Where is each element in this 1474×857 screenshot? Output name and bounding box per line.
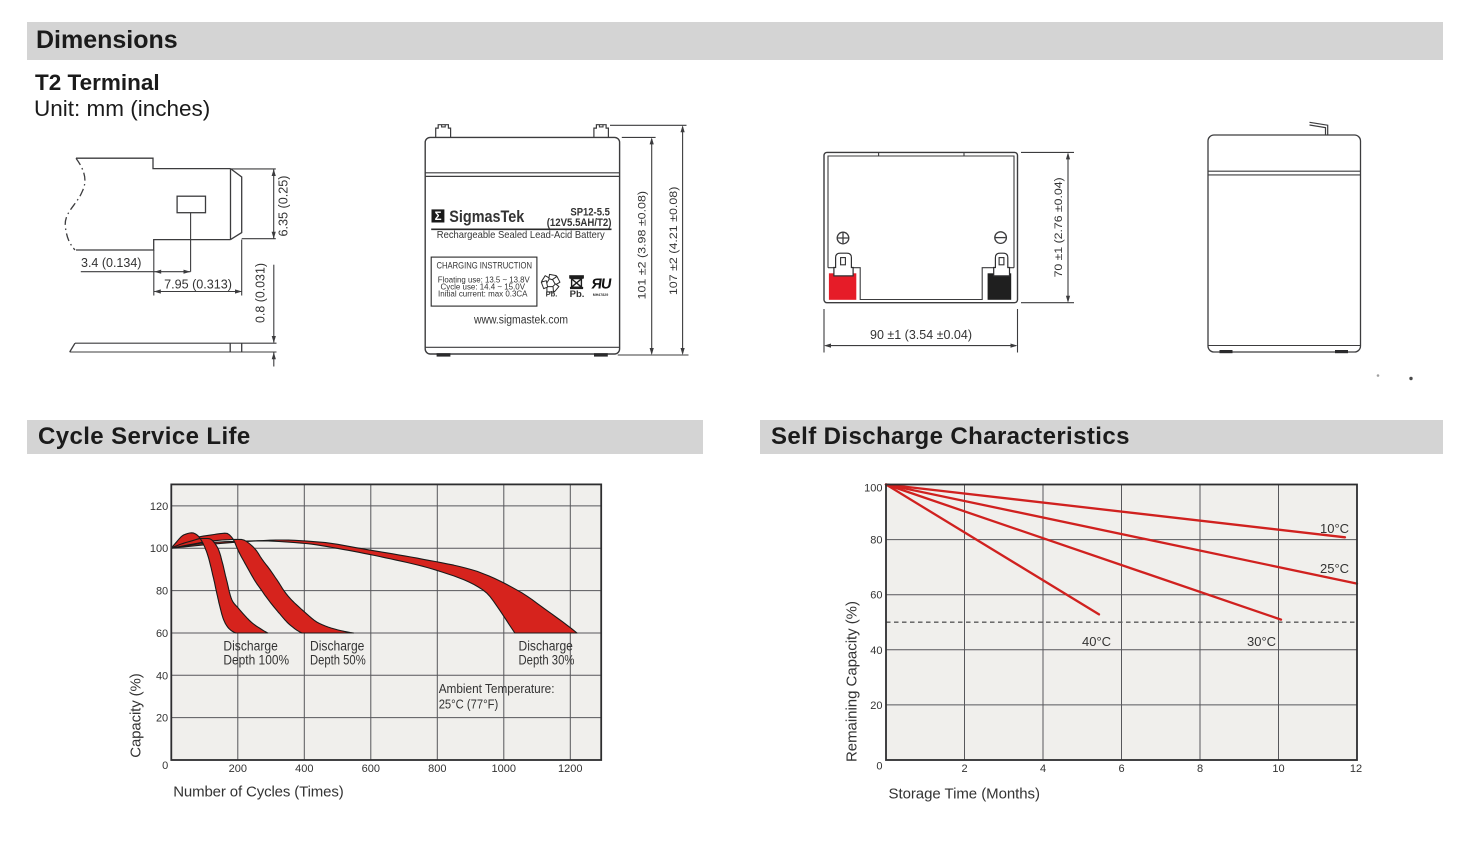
svg-text:Depth 50%: Depth 50% — [310, 653, 366, 668]
svg-text:70 ±1 (2.76 ±0.04): 70 ±1 (2.76 ±0.04) — [1053, 177, 1065, 277]
svg-text:800: 800 — [428, 763, 446, 775]
svg-text:Initial current: max 0.3CA: Initial current: max 0.3CA — [438, 289, 528, 299]
svg-text:200: 200 — [229, 763, 247, 775]
svg-text:101 ±2 (3.98 ±0.08): 101 ±2 (3.98 ±0.08) — [637, 191, 649, 300]
svg-text:Pb.: Pb. — [546, 290, 558, 299]
svg-text:90 ±1 (3.54 ±0.04): 90 ±1 (3.54 ±0.04) — [870, 328, 972, 342]
svg-text:Pb.: Pb. — [570, 289, 585, 300]
svg-text:Discharge: Discharge — [519, 639, 573, 654]
svg-text:40°C: 40°C — [1082, 634, 1111, 649]
svg-text:ЯU: ЯU — [590, 277, 612, 293]
svg-text:0.8 (0.031): 0.8 (0.031) — [254, 263, 268, 323]
svg-text:SP12-5.5: SP12-5.5 — [570, 207, 610, 219]
svg-text:20: 20 — [156, 713, 168, 725]
svg-text:MH47829: MH47829 — [593, 293, 609, 297]
svg-text:SigmasTek: SigmasTek — [449, 207, 524, 226]
svg-text:Number of Cycles (Times): Number of Cycles (Times) — [173, 783, 344, 800]
svg-text:25°C: 25°C — [1320, 561, 1349, 576]
svg-text:Discharge: Discharge — [223, 639, 277, 654]
svg-text:Cycle use: 14.4 ~ 15.0V: Cycle use: 14.4 ~ 15.0V — [441, 282, 526, 292]
svg-text:6.35 (0.25): 6.35 (0.25) — [277, 176, 291, 237]
svg-text:Rechargeable Sealed Lead-Acid: Rechargeable Sealed Lead-Acid Battery — [437, 229, 606, 241]
svg-text:80: 80 — [156, 586, 168, 598]
svg-text:100: 100 — [864, 483, 882, 495]
svg-text:Depth 30%: Depth 30% — [519, 653, 575, 668]
svg-text:1200: 1200 — [558, 763, 582, 775]
svg-text:25°C (77°F): 25°C (77°F) — [439, 697, 499, 712]
svg-text:CHARGING INSTRUCTION: CHARGING INSTRUCTION — [437, 261, 533, 271]
svg-text:60: 60 — [156, 628, 168, 640]
svg-text:7.95 (0.313): 7.95 (0.313) — [164, 277, 232, 291]
svg-text:Discharge: Discharge — [310, 639, 364, 654]
svg-text:100: 100 — [150, 543, 168, 555]
svg-text:Remaining Capacity (%): Remaining Capacity (%) — [844, 601, 861, 762]
svg-text:1000: 1000 — [492, 763, 516, 775]
svg-text:107 ±2 (4.21 ±0.08): 107 ±2 (4.21 ±0.08) — [668, 187, 680, 296]
svg-text:0: 0 — [876, 760, 882, 772]
svg-text:10°C: 10°C — [1320, 521, 1349, 536]
svg-text:Ambient Temperature:: Ambient Temperature: — [439, 681, 555, 696]
svg-text:120: 120 — [150, 501, 168, 513]
svg-text:Capacity (%): Capacity (%) — [128, 673, 145, 758]
svg-text:12: 12 — [1350, 763, 1362, 775]
svg-text:Floating use: 13.5 ~ 13.8V: Floating use: 13.5 ~ 13.8V — [438, 275, 530, 285]
svg-text:10: 10 — [1272, 763, 1284, 775]
svg-text:60: 60 — [870, 590, 882, 602]
svg-text:2: 2 — [961, 763, 967, 775]
svg-text:Σ: Σ — [435, 211, 442, 223]
svg-text:Storage Time (Months): Storage Time (Months) — [889, 786, 1041, 803]
svg-text:4: 4 — [1040, 763, 1046, 775]
svg-text:www.sigmastek.com: www.sigmastek.com — [473, 315, 568, 327]
svg-text:600: 600 — [362, 763, 380, 775]
svg-text:Depth 100%: Depth 100% — [223, 653, 289, 668]
svg-text:0: 0 — [162, 760, 168, 772]
svg-text:3.4 (0.134): 3.4 (0.134) — [81, 256, 141, 270]
svg-text:8: 8 — [1197, 763, 1203, 775]
svg-text:(12V5.5AH/T2): (12V5.5AH/T2) — [547, 217, 612, 229]
svg-text:30°C: 30°C — [1247, 634, 1276, 649]
svg-text:400: 400 — [295, 763, 313, 775]
svg-text:40: 40 — [870, 645, 882, 657]
svg-text:6: 6 — [1118, 763, 1124, 775]
svg-text:40: 40 — [156, 670, 168, 682]
svg-text:20: 20 — [870, 700, 882, 712]
svg-text:80: 80 — [870, 535, 882, 547]
